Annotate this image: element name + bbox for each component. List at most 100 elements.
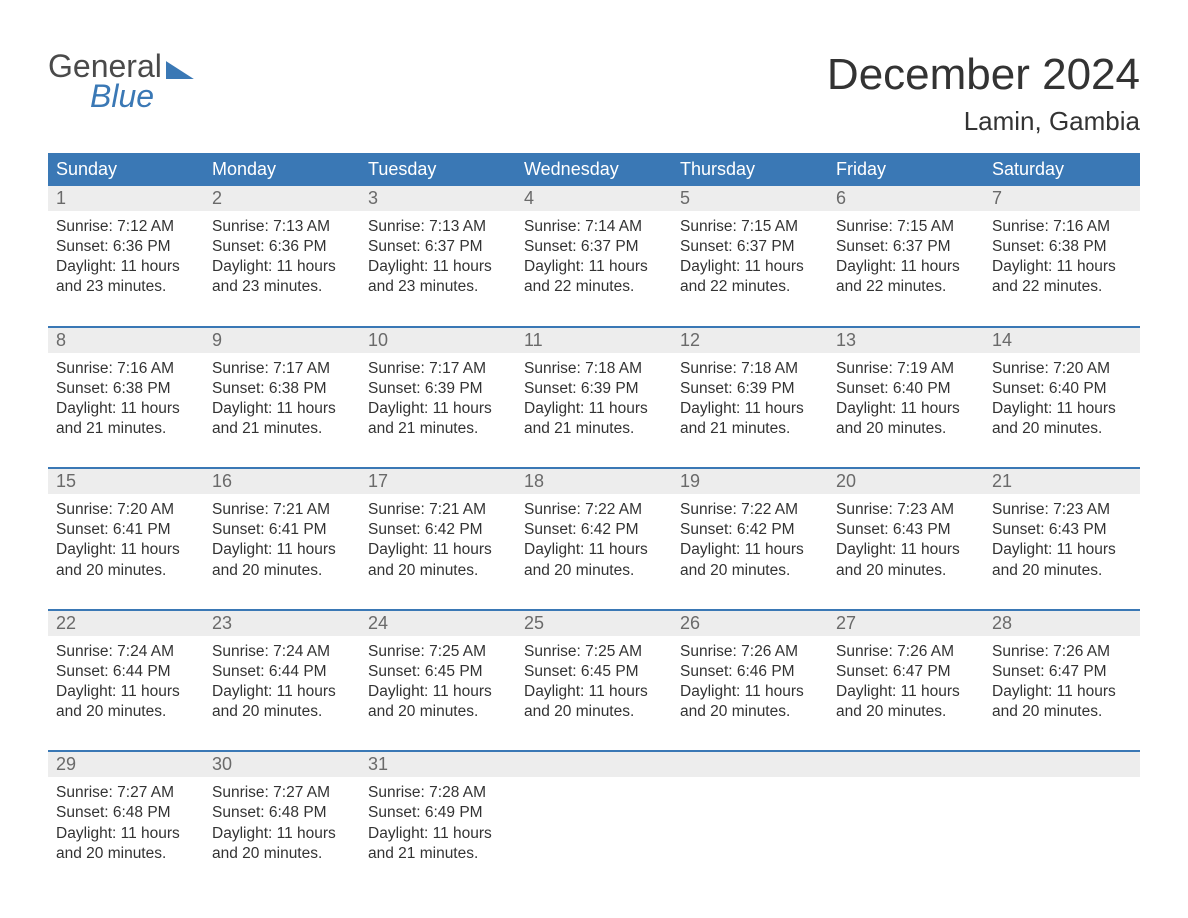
day-number: 5 (672, 186, 828, 211)
day-number: 19 (672, 469, 828, 494)
calendar-page: General Blue December 2024 Lamin, Gambia… (0, 0, 1188, 914)
day-cell: Sunrise: 7:21 AMSunset: 6:42 PMDaylight:… (360, 494, 516, 591)
daylight-text-2: and 21 minutes. (368, 844, 508, 864)
sunset-text: Sunset: 6:49 PM (368, 803, 508, 823)
daylight-text: Daylight: 11 hours (524, 257, 664, 277)
day-cell: Sunrise: 7:18 AMSunset: 6:39 PMDaylight:… (516, 353, 672, 450)
sunrise-text: Sunrise: 7:23 AM (836, 500, 976, 520)
daylight-text-2: and 20 minutes. (836, 561, 976, 581)
daylight-text: Daylight: 11 hours (992, 257, 1132, 277)
day-number: 27 (828, 611, 984, 636)
daylight-text: Daylight: 11 hours (56, 399, 196, 419)
day-cell: Sunrise: 7:21 AMSunset: 6:41 PMDaylight:… (204, 494, 360, 591)
day-number-row: 15161718192021 (48, 467, 1140, 494)
sunrise-text: Sunrise: 7:18 AM (680, 359, 820, 379)
sunset-text: Sunset: 6:47 PM (836, 662, 976, 682)
day-number-row: 22232425262728 (48, 609, 1140, 636)
weekday-header: Sunday (48, 153, 204, 186)
daylight-text: Daylight: 11 hours (212, 682, 352, 702)
daylight-text: Daylight: 11 hours (56, 540, 196, 560)
day-number: 16 (204, 469, 360, 494)
month-title: December 2024 (827, 50, 1140, 100)
daylight-text-2: and 20 minutes. (680, 702, 820, 722)
brand-word-blue: Blue (90, 80, 194, 112)
sunrise-text: Sunrise: 7:19 AM (836, 359, 976, 379)
day-number: 13 (828, 328, 984, 353)
sunset-text: Sunset: 6:38 PM (56, 379, 196, 399)
day-number: 9 (204, 328, 360, 353)
sunset-text: Sunset: 6:39 PM (368, 379, 508, 399)
day-number: 20 (828, 469, 984, 494)
day-cell: Sunrise: 7:13 AMSunset: 6:36 PMDaylight:… (204, 211, 360, 308)
sunset-text: Sunset: 6:38 PM (212, 379, 352, 399)
daylight-text: Daylight: 11 hours (212, 824, 352, 844)
day-number: 11 (516, 328, 672, 353)
day-number: 15 (48, 469, 204, 494)
sunset-text: Sunset: 6:41 PM (56, 520, 196, 540)
day-cell (672, 777, 828, 874)
day-cell: Sunrise: 7:26 AMSunset: 6:47 PMDaylight:… (828, 636, 984, 733)
sunrise-text: Sunrise: 7:21 AM (368, 500, 508, 520)
daylight-text-2: and 22 minutes. (680, 277, 820, 297)
sunset-text: Sunset: 6:42 PM (680, 520, 820, 540)
sunrise-text: Sunrise: 7:25 AM (368, 642, 508, 662)
day-number: 24 (360, 611, 516, 636)
day-cell: Sunrise: 7:26 AMSunset: 6:47 PMDaylight:… (984, 636, 1140, 733)
daylight-text-2: and 23 minutes. (212, 277, 352, 297)
day-number: 21 (984, 469, 1140, 494)
day-cell: Sunrise: 7:12 AMSunset: 6:36 PMDaylight:… (48, 211, 204, 308)
sunrise-text: Sunrise: 7:18 AM (524, 359, 664, 379)
daylight-text: Daylight: 11 hours (212, 540, 352, 560)
daylight-text: Daylight: 11 hours (836, 257, 976, 277)
day-cell: Sunrise: 7:22 AMSunset: 6:42 PMDaylight:… (516, 494, 672, 591)
week-row: Sunrise: 7:16 AMSunset: 6:38 PMDaylight:… (48, 353, 1140, 450)
day-number: 14 (984, 328, 1140, 353)
sunset-text: Sunset: 6:40 PM (992, 379, 1132, 399)
day-cell: Sunrise: 7:19 AMSunset: 6:40 PMDaylight:… (828, 353, 984, 450)
day-number: 6 (828, 186, 984, 211)
daylight-text-2: and 20 minutes. (680, 561, 820, 581)
daylight-text: Daylight: 11 hours (368, 399, 508, 419)
sunset-text: Sunset: 6:36 PM (212, 237, 352, 257)
daylight-text: Daylight: 11 hours (680, 399, 820, 419)
day-cell: Sunrise: 7:23 AMSunset: 6:43 PMDaylight:… (828, 494, 984, 591)
day-cell: Sunrise: 7:13 AMSunset: 6:37 PMDaylight:… (360, 211, 516, 308)
sunrise-text: Sunrise: 7:12 AM (56, 217, 196, 237)
daylight-text-2: and 20 minutes. (56, 561, 196, 581)
day-number: 22 (48, 611, 204, 636)
day-cell: Sunrise: 7:16 AMSunset: 6:38 PMDaylight:… (984, 211, 1140, 308)
daylight-text-2: and 21 minutes. (524, 419, 664, 439)
day-number (828, 752, 984, 777)
day-number: 31 (360, 752, 516, 777)
daylight-text: Daylight: 11 hours (56, 824, 196, 844)
daylight-text: Daylight: 11 hours (56, 682, 196, 702)
day-number: 4 (516, 186, 672, 211)
sunrise-text: Sunrise: 7:16 AM (56, 359, 196, 379)
day-cell: Sunrise: 7:20 AMSunset: 6:41 PMDaylight:… (48, 494, 204, 591)
sunrise-text: Sunrise: 7:16 AM (992, 217, 1132, 237)
location-label: Lamin, Gambia (827, 106, 1140, 137)
sunset-text: Sunset: 6:45 PM (524, 662, 664, 682)
sunrise-text: Sunrise: 7:26 AM (836, 642, 976, 662)
daylight-text-2: and 21 minutes. (680, 419, 820, 439)
sunset-text: Sunset: 6:40 PM (836, 379, 976, 399)
daylight-text-2: and 20 minutes. (992, 419, 1132, 439)
sunrise-text: Sunrise: 7:27 AM (56, 783, 196, 803)
day-cell: Sunrise: 7:15 AMSunset: 6:37 PMDaylight:… (828, 211, 984, 308)
day-cell: Sunrise: 7:17 AMSunset: 6:39 PMDaylight:… (360, 353, 516, 450)
day-number (984, 752, 1140, 777)
daylight-text-2: and 20 minutes. (524, 702, 664, 722)
daylight-text: Daylight: 11 hours (56, 257, 196, 277)
daylight-text: Daylight: 11 hours (524, 540, 664, 560)
sunset-text: Sunset: 6:41 PM (212, 520, 352, 540)
sunset-text: Sunset: 6:44 PM (56, 662, 196, 682)
day-cell (828, 777, 984, 874)
daylight-text-2: and 20 minutes. (212, 844, 352, 864)
sunrise-text: Sunrise: 7:23 AM (992, 500, 1132, 520)
day-cell: Sunrise: 7:24 AMSunset: 6:44 PMDaylight:… (204, 636, 360, 733)
daylight-text-2: and 21 minutes. (368, 419, 508, 439)
title-block: December 2024 Lamin, Gambia (827, 50, 1140, 137)
daylight-text: Daylight: 11 hours (836, 682, 976, 702)
daylight-text-2: and 20 minutes. (212, 561, 352, 581)
day-cell: Sunrise: 7:26 AMSunset: 6:46 PMDaylight:… (672, 636, 828, 733)
